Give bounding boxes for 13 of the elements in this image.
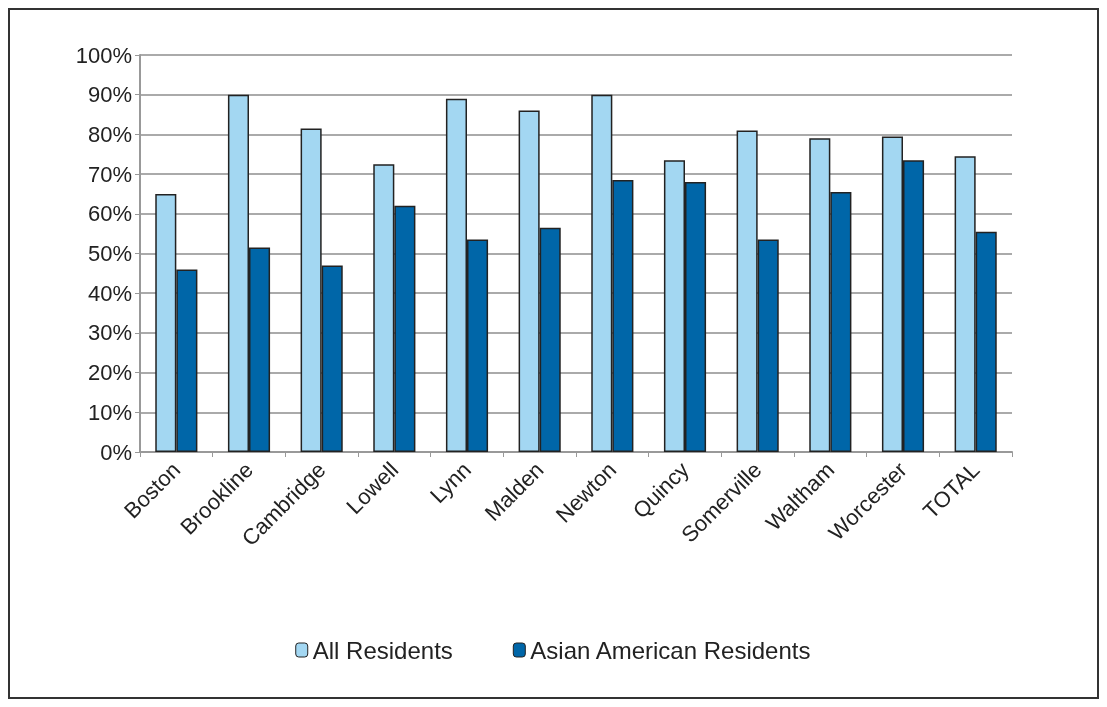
y-tick-label: 60%: [87, 201, 132, 227]
y-tick-label: 20%: [87, 360, 132, 386]
legend-label: All Residents: [312, 636, 453, 664]
y-tick-label: 70%: [87, 161, 132, 187]
y-tick-label: 0%: [100, 439, 132, 465]
y-tick-label: 50%: [87, 241, 132, 266]
y-tick-label: 40%: [87, 280, 132, 306]
y-tick-label: 80%: [87, 121, 132, 147]
y-tick-label: 10%: [87, 399, 132, 425]
y-tick-label: 90%: [87, 82, 132, 108]
y-tick-label: 100%: [75, 42, 132, 68]
y-tick-label: 30%: [87, 320, 132, 346]
legend-label: Asian American Residents: [530, 636, 811, 664]
